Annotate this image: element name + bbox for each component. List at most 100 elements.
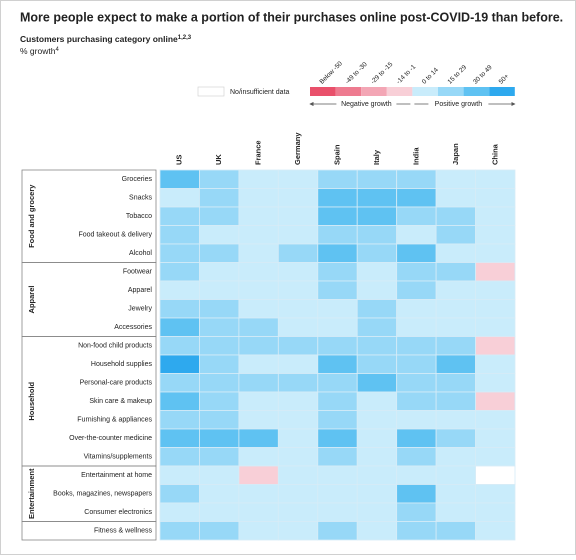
cell: [238, 243, 279, 263]
cell: [277, 354, 319, 374]
cell: [199, 484, 240, 504]
cell: [277, 410, 319, 430]
cell: [356, 465, 398, 485]
cell: [199, 465, 240, 485]
cell: [199, 243, 240, 263]
cell: [277, 521, 319, 541]
cell: [475, 502, 516, 522]
cell: [317, 169, 358, 189]
cell: [159, 188, 200, 208]
cell: [435, 465, 476, 485]
cell: [435, 169, 476, 189]
legend-swatch: [489, 87, 515, 96]
cell: [199, 373, 240, 393]
row-label: Consumer electronics: [84, 509, 152, 516]
cell: [159, 373, 200, 393]
cell: [435, 336, 476, 356]
column-label: China: [490, 143, 499, 165]
cell: [396, 354, 437, 374]
row-label: Jewelry: [128, 306, 152, 313]
cell: [238, 428, 279, 448]
subtitle: Customers purchasing category online1,2,…: [20, 34, 192, 44]
cell: [238, 262, 279, 282]
cell: [199, 188, 240, 208]
unit-text: % growth: [20, 46, 56, 56]
cell: [396, 410, 437, 430]
label-bg: [428, 99, 489, 109]
cell: [159, 169, 200, 189]
cell: [159, 354, 200, 374]
positive-label: Positive growth: [435, 101, 483, 108]
label-bg: [336, 99, 397, 109]
group-label: Apparel: [27, 286, 36, 314]
cell: [356, 521, 398, 541]
cell: [396, 502, 437, 522]
row-label: Household supplies: [91, 361, 153, 368]
cell: [317, 484, 358, 504]
cell: [199, 317, 240, 337]
cell: [277, 262, 319, 282]
cell: [475, 225, 516, 245]
cell: [317, 280, 358, 300]
cell: [356, 354, 398, 374]
cell: [238, 317, 279, 337]
cell: [435, 521, 476, 541]
cell: [238, 502, 279, 522]
cell: [238, 410, 279, 430]
cell: [435, 373, 476, 393]
cell: [475, 373, 516, 393]
cell: [317, 447, 358, 467]
cell: [317, 336, 358, 356]
group-box: [21, 521, 157, 541]
legend-swatch: [361, 87, 387, 96]
cell: [317, 373, 358, 393]
row-label: Fitness & wellness: [94, 528, 152, 535]
cell: [199, 225, 240, 245]
cell: [159, 521, 200, 541]
cell: [159, 428, 200, 448]
cell: [159, 243, 200, 263]
subtitle-text: Customers purchasing category online: [20, 34, 178, 44]
cell: [159, 465, 200, 485]
row-label: Vitamins/supplements: [84, 454, 153, 461]
cell: [396, 243, 437, 263]
cell: [199, 299, 240, 319]
cell: [159, 410, 200, 430]
cell: [159, 206, 200, 226]
cell: [396, 373, 437, 393]
negative-label: Negative growth: [341, 101, 392, 108]
cell: [356, 336, 398, 356]
no-data-swatch: [197, 86, 225, 97]
cell: [396, 280, 437, 300]
cell: [199, 391, 240, 411]
no-data-label: No/insufficient data: [230, 89, 290, 96]
cell: [238, 447, 279, 467]
cell: [277, 484, 319, 504]
cell: [317, 225, 358, 245]
cell: [238, 225, 279, 245]
cell: [396, 465, 437, 485]
cell: [159, 391, 200, 411]
cell: [277, 428, 319, 448]
cell: [159, 262, 200, 282]
cell: [199, 262, 240, 282]
cell: [238, 299, 279, 319]
cell: [238, 465, 279, 485]
cell: [396, 336, 437, 356]
cell: [356, 373, 398, 393]
cell: [277, 391, 319, 411]
cell: [238, 169, 279, 189]
cell: [277, 188, 319, 208]
group-label: Food and grocery: [27, 184, 36, 248]
cell: [199, 169, 240, 189]
row-label: Alcohol: [129, 250, 152, 257]
cell: [396, 484, 437, 504]
cell: [317, 188, 358, 208]
cell: [475, 317, 516, 337]
row-label: Food takeout & delivery: [78, 232, 152, 239]
group-label: Entertainment: [27, 468, 36, 519]
cell: [435, 262, 476, 282]
column-label: Italy: [372, 149, 381, 165]
row-label: Tobacco: [126, 213, 152, 220]
cell: [317, 465, 358, 485]
